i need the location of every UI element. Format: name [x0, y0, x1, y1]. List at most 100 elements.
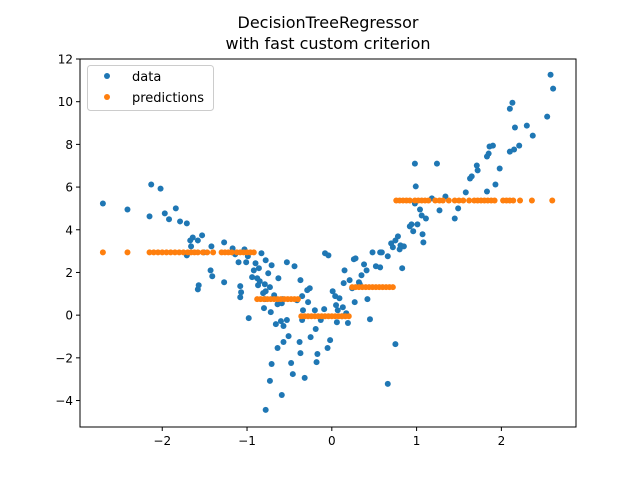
y-tick-label: 0 — [65, 309, 73, 323]
data-point — [313, 359, 320, 366]
predictions-point — [466, 197, 473, 204]
axes-frame — [79, 58, 577, 428]
data-point — [299, 293, 306, 300]
data-point — [312, 326, 319, 333]
data-point — [188, 243, 195, 250]
data-point — [262, 288, 269, 295]
data-point — [485, 150, 492, 157]
data-point — [237, 294, 244, 301]
data-point — [369, 249, 376, 256]
data-point — [496, 165, 503, 172]
data-point — [177, 218, 184, 225]
predictions-point — [439, 197, 446, 204]
data-point — [209, 273, 216, 280]
data-point — [288, 359, 295, 366]
data-point — [243, 259, 250, 266]
data-point — [221, 239, 228, 246]
data-point — [483, 188, 490, 195]
predictions-point — [124, 249, 131, 256]
y-tick-label: 6 — [65, 181, 73, 195]
data-point — [384, 380, 391, 387]
data-point — [462, 189, 469, 196]
data-point — [252, 260, 259, 267]
data-point — [207, 267, 214, 274]
data-point — [473, 162, 480, 169]
data-point — [268, 361, 275, 368]
data-point — [416, 206, 423, 213]
data-point — [283, 317, 290, 324]
y-tick-label: 2 — [65, 266, 73, 280]
data-point — [550, 85, 557, 92]
y-tick-label: −4 — [55, 394, 73, 408]
data-point — [311, 307, 318, 314]
data-point — [547, 71, 554, 78]
data-point — [506, 105, 513, 112]
data-point — [492, 181, 499, 188]
data-point — [418, 212, 425, 219]
predictions-point — [171, 249, 178, 256]
data-point — [235, 259, 242, 266]
x-tick-label: 0 — [328, 434, 336, 448]
data-point — [544, 113, 551, 120]
predictions-point — [510, 197, 517, 204]
predictions-point — [250, 249, 257, 256]
predictions-point — [455, 197, 462, 204]
data-point — [314, 350, 321, 357]
x-tick-label: 1 — [413, 434, 421, 448]
legend-box — [87, 65, 214, 111]
data-point — [262, 257, 269, 264]
data-point — [412, 183, 419, 190]
predictions-point — [432, 197, 439, 204]
data-point — [146, 213, 153, 220]
data-point — [166, 216, 173, 223]
x-axis: −2 −1 0 1 2 — [153, 427, 505, 448]
y-axis: −4 −2 0 2 4 6 8 10 12 — [55, 53, 80, 408]
predictions-point — [425, 197, 432, 204]
data-point — [511, 146, 518, 153]
data-point — [422, 215, 429, 222]
legend-label-predictions: predictions — [132, 91, 204, 106]
data-point — [336, 295, 343, 302]
data-point — [489, 142, 496, 149]
data-point — [299, 307, 306, 314]
predictions-point — [163, 249, 170, 256]
data-point — [378, 249, 385, 256]
data-point — [351, 299, 358, 306]
data-point — [266, 284, 273, 291]
predictions-point — [194, 249, 201, 256]
data-point — [451, 215, 458, 222]
data-point — [272, 321, 279, 328]
data-point — [400, 243, 407, 250]
chart-title-line-1: DecisionTreeRegressor — [238, 13, 419, 32]
data-point — [433, 160, 440, 167]
data-point — [301, 374, 308, 381]
y-tick-label: 10 — [58, 95, 73, 109]
predictions-point — [99, 249, 106, 256]
legend-label-data: data — [132, 70, 161, 85]
data-point — [363, 267, 370, 274]
data-point — [392, 341, 399, 348]
predictions-point — [228, 249, 235, 256]
data-point — [296, 339, 303, 346]
data-point — [455, 205, 462, 212]
data-point — [410, 228, 417, 235]
x-tick-label: −2 — [153, 434, 171, 448]
data-point — [148, 181, 155, 188]
data-point — [256, 278, 263, 285]
data-point — [396, 246, 403, 253]
data-point — [99, 200, 106, 207]
data-point — [305, 299, 312, 306]
data-point — [436, 207, 443, 214]
data-point — [384, 253, 391, 260]
data-point — [161, 210, 168, 217]
plot-area — [99, 71, 557, 413]
data-point — [333, 319, 340, 326]
data-point — [329, 288, 336, 295]
data-point — [265, 270, 272, 277]
predictions-point — [176, 249, 183, 256]
data-point — [529, 132, 536, 139]
chart-title-line-2: with fast custom criterion — [225, 34, 430, 53]
data-point — [414, 221, 421, 228]
data-point — [278, 391, 285, 398]
x-tick-label: −1 — [238, 434, 256, 448]
